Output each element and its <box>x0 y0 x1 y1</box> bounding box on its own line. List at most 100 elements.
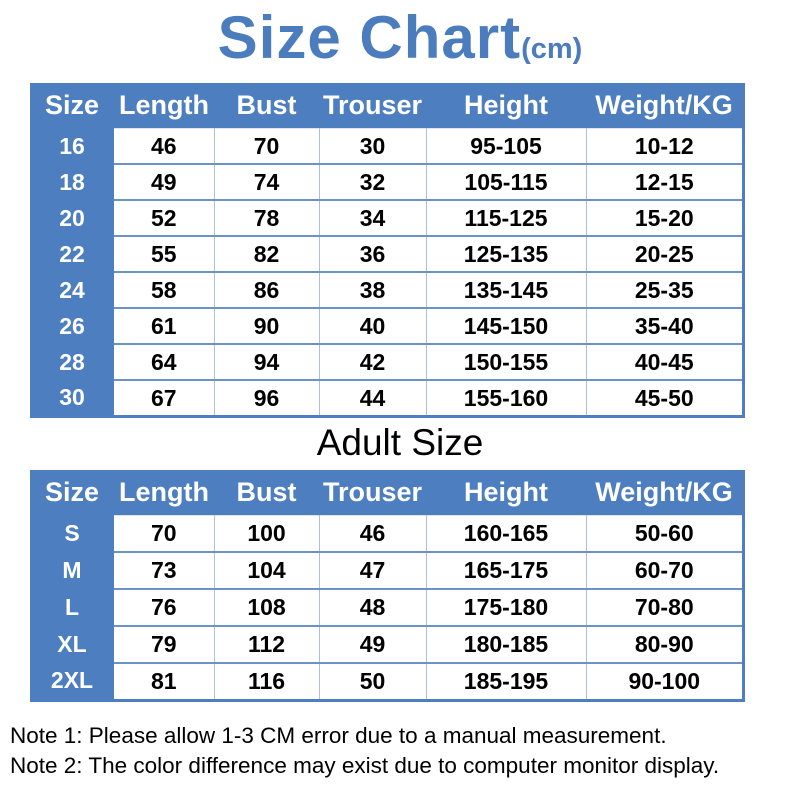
column-header: Bust <box>214 83 319 129</box>
table-row: 18 49 74 32 105-115 12-15 <box>30 163 744 201</box>
value-cell: 79 <box>114 625 215 664</box>
value-cell: 30 <box>319 128 427 165</box>
value-cell: 45-50 <box>586 379 744 417</box>
value-cell: 70-80 <box>586 588 744 627</box>
column-header: Length <box>114 469 214 516</box>
value-cell: 46 <box>319 514 427 553</box>
page-title-main: Size Chart <box>217 4 522 71</box>
value-cell: 95-105 <box>426 128 587 165</box>
adult-size-heading: Adult Size <box>316 422 484 463</box>
value-cell: 34 <box>319 199 427 237</box>
table-row: 30 67 96 44 155-160 45-50 <box>30 379 744 417</box>
value-cell: 67 <box>114 379 215 417</box>
value-cell: 49 <box>114 163 215 201</box>
table-row: 2XL 81 116 50 185-195 90-100 <box>30 662 744 701</box>
column-header: Bust <box>214 469 319 516</box>
value-cell: 55 <box>114 235 215 273</box>
header-row: Size Length Bust Trouser Height Weight/KG <box>30 469 744 516</box>
table-row: 16 46 70 30 95-105 10-12 <box>30 128 744 165</box>
column-header: Length <box>114 83 214 129</box>
value-cell: 78 <box>214 199 320 237</box>
value-cell: 35-40 <box>586 307 744 345</box>
value-cell: 20-25 <box>586 235 744 273</box>
value-cell: 86 <box>214 271 320 309</box>
value-cell: 40-45 <box>586 343 744 381</box>
value-cell: 44 <box>319 379 427 417</box>
size-label-cell: 26 <box>30 308 114 344</box>
table-row: 20 52 78 34 115-125 15-20 <box>30 199 744 237</box>
value-cell: 47 <box>319 551 427 590</box>
value-cell: 49 <box>319 625 427 664</box>
value-cell: 15-20 <box>586 199 744 237</box>
value-cell: 185-195 <box>426 662 587 701</box>
page-title-unit: (cm) <box>521 33 583 65</box>
column-header: Trouser <box>319 83 426 129</box>
size-label-cell: M <box>30 551 114 589</box>
size-label-cell: L <box>30 588 114 626</box>
value-cell: 100 <box>214 514 320 553</box>
value-cell: 70 <box>214 128 320 165</box>
value-cell: 70 <box>114 514 215 553</box>
value-cell: 46 <box>114 128 215 165</box>
value-cell: 112 <box>214 625 320 664</box>
page-title: Size Chart(cm) <box>0 6 800 69</box>
table-row: S 70 100 46 160-165 50-60 <box>30 514 744 553</box>
value-cell: 12-15 <box>586 163 744 201</box>
table-row: 22 55 82 36 125-135 20-25 <box>30 235 744 273</box>
value-cell: 50 <box>319 662 427 701</box>
value-cell: 94 <box>214 343 320 381</box>
value-cell: 82 <box>214 235 320 273</box>
value-cell: 145-150 <box>426 307 587 345</box>
value-cell: 81 <box>114 662 215 701</box>
value-cell: 73 <box>114 551 215 590</box>
size-label-cell: S <box>30 515 114 552</box>
value-cell: 90 <box>214 307 320 345</box>
size-label-cell: 16 <box>30 128 114 164</box>
table-row: L 76 108 48 175-180 70-80 <box>30 588 744 627</box>
value-cell: 104 <box>214 551 320 590</box>
value-cell: 90-100 <box>586 662 744 701</box>
value-cell: 38 <box>319 271 427 309</box>
value-cell: 125-135 <box>426 235 587 273</box>
note-1: Note 1: Please allow 1-3 CM error due to… <box>10 722 667 748</box>
value-cell: 40 <box>319 307 427 345</box>
value-cell: 108 <box>214 588 320 627</box>
size-label-cell: 2XL <box>30 662 114 701</box>
value-cell: 160-165 <box>426 514 587 553</box>
value-cell: 48 <box>319 588 427 627</box>
table-row: M 73 104 47 165-175 60-70 <box>30 551 744 590</box>
value-cell: 135-145 <box>426 271 587 309</box>
value-cell: 64 <box>114 343 215 381</box>
note-2: Note 2: The color difference may exist d… <box>10 752 720 778</box>
kids-size-table: Size Length Bust Trouser Height Weight/KG 16 46… <box>30 83 745 418</box>
value-cell: 58 <box>114 271 215 309</box>
value-cell: 165-175 <box>426 551 587 590</box>
value-cell: 76 <box>114 588 215 627</box>
value-cell: 155-160 <box>426 379 587 417</box>
value-cell: 36 <box>319 235 427 273</box>
table-row: 24 58 86 38 135-145 25-35 <box>30 271 744 309</box>
value-cell: 105-115 <box>426 163 587 201</box>
value-cell: 150-155 <box>426 343 587 381</box>
column-header: Trouser <box>319 469 426 516</box>
size-label-cell: XL <box>30 625 114 663</box>
value-cell: 52 <box>114 199 215 237</box>
table-row: 26 61 90 40 145-150 35-40 <box>30 307 744 345</box>
value-cell: 50-60 <box>586 514 744 553</box>
size-label-cell: 18 <box>30 164 114 200</box>
size-label-cell: 22 <box>30 236 114 272</box>
column-header: Size <box>30 83 114 129</box>
value-cell: 32 <box>319 163 427 201</box>
header-row: Size Length Bust Trouser Height Weight/KG <box>30 83 744 129</box>
value-cell: 180-185 <box>426 625 587 664</box>
table-row: 28 64 94 42 150-155 40-45 <box>30 343 744 381</box>
column-header: Height <box>426 469 586 516</box>
value-cell: 61 <box>114 307 215 345</box>
value-cell: 115-125 <box>426 199 587 237</box>
size-label-cell: 28 <box>30 344 114 380</box>
value-cell: 10-12 <box>586 128 744 165</box>
column-header: Size <box>30 469 114 516</box>
value-cell: 175-180 <box>426 588 587 627</box>
value-cell: 42 <box>319 343 427 381</box>
